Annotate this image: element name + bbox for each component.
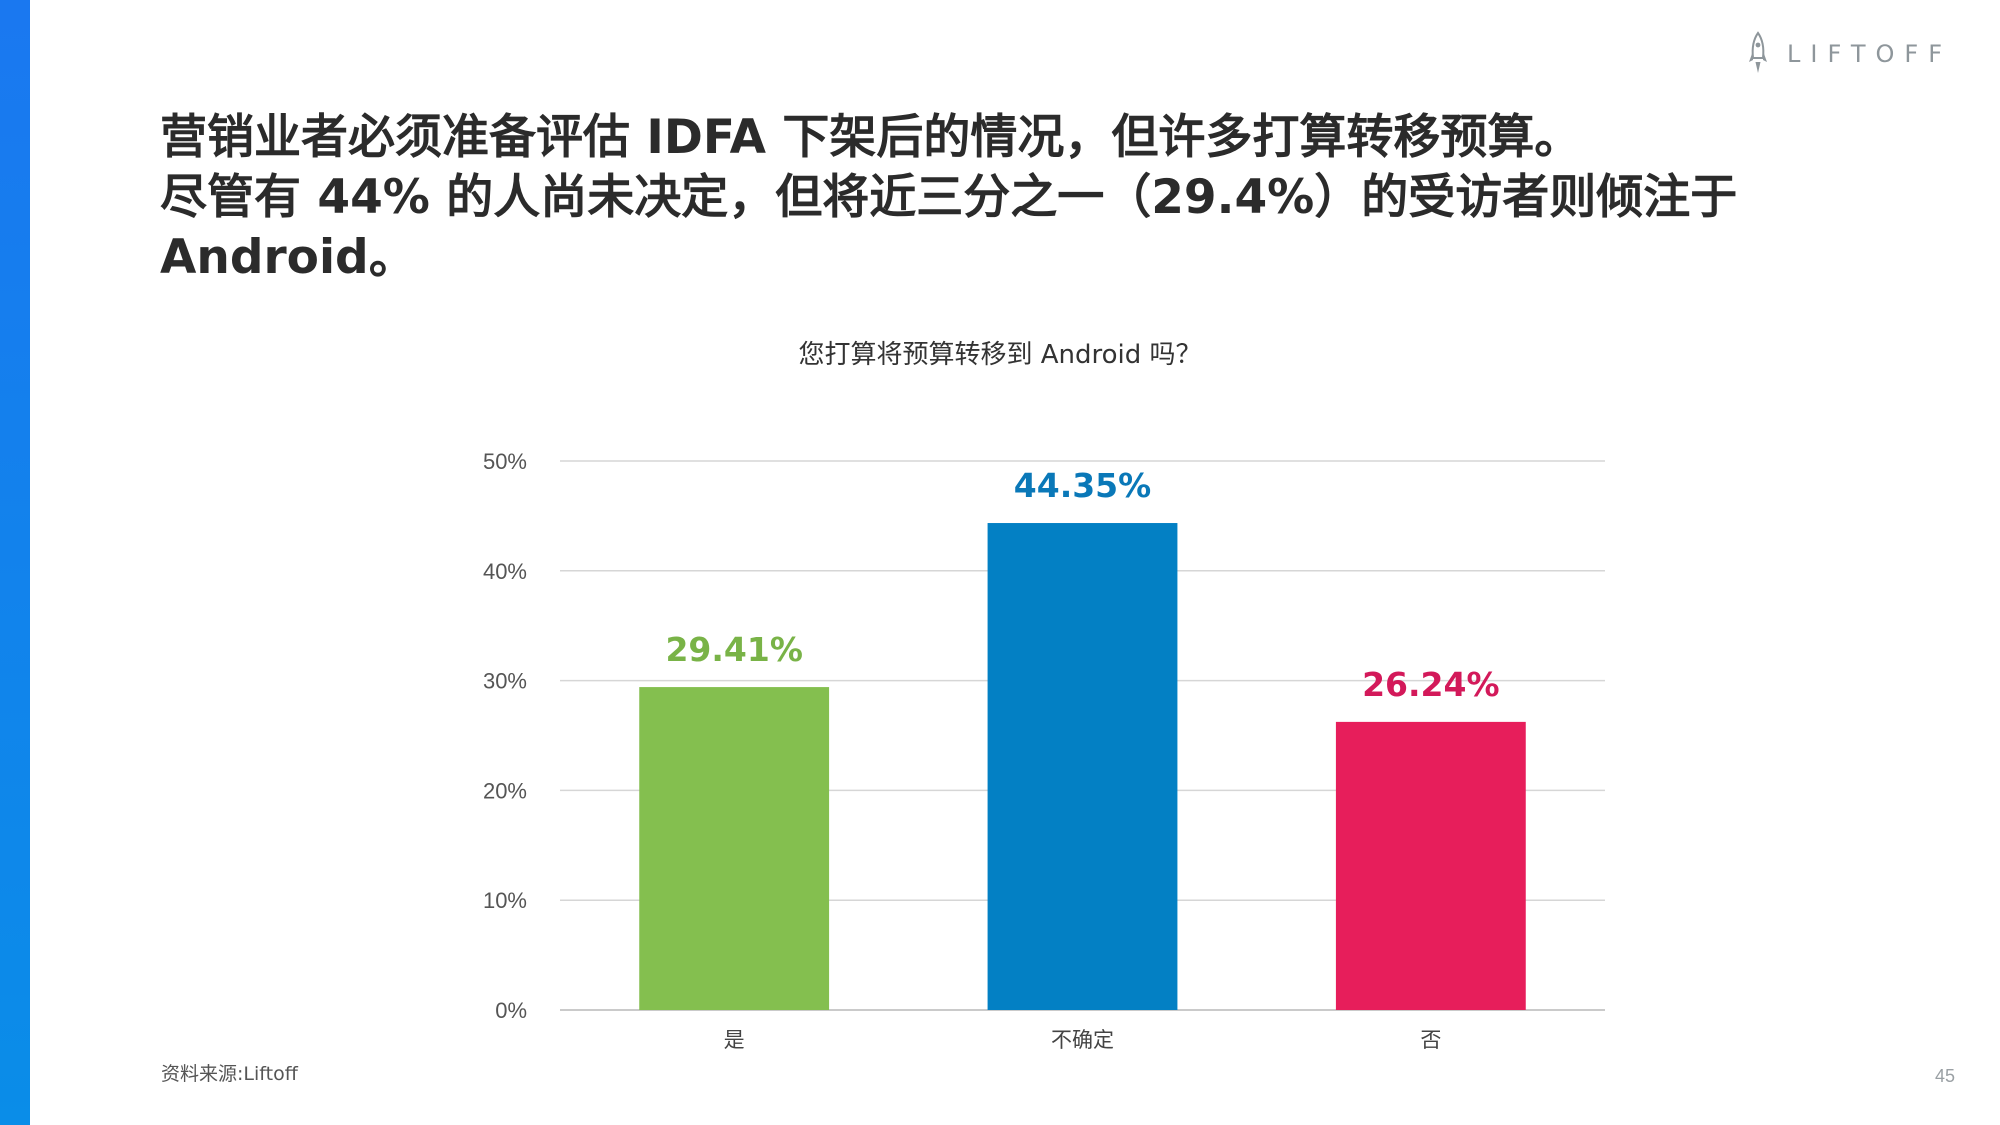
chart-title: 您打算将预算转移到 Android 吗？ — [798, 340, 1202, 370]
headline-line-3: Android。 — [160, 230, 416, 285]
x-category-label: 否 — [1420, 1028, 1441, 1052]
brand-logo: LIFTOFF — [1747, 28, 1952, 80]
y-tick-label: 10% — [483, 888, 527, 913]
rocket-icon — [1749, 31, 1767, 73]
page-number: 45 — [1934, 1066, 1955, 1086]
bar — [1335, 721, 1526, 1010]
left-accent-bar — [0, 0, 30, 1125]
x-category-label: 是 — [724, 1028, 745, 1052]
brand-name: LIFTOFF — [1787, 40, 1952, 68]
y-tick-label: 30% — [483, 669, 527, 694]
x-category-label: 不确定 — [1051, 1028, 1114, 1052]
bar — [639, 687, 830, 1010]
bar-value-label: 29.41% — [665, 630, 802, 669]
headline-line-2: 尽管有 44% 的人尚未决定，但将近三分之一（29.4%）的受访者则倾注于 — [160, 170, 1738, 225]
y-tick-label: 40% — [483, 559, 527, 584]
bar-value-label: 44.35% — [1014, 466, 1151, 505]
page-headline: 营销业者必须准备评估 IDFA 下架后的情况，但许多打算转移预算。 尽管有 44… — [160, 108, 1800, 288]
headline-line-1: 营销业者必须准备评估 IDFA 下架后的情况，但许多打算转移预算。 — [160, 110, 1582, 165]
y-tick-label: 50% — [483, 449, 527, 474]
y-tick-label: 0% — [495, 998, 527, 1023]
y-tick-label: 20% — [483, 778, 527, 803]
bar — [987, 523, 1178, 1010]
source-note: 资料来源:Liftoff — [161, 1063, 298, 1085]
bar-value-label: 26.24% — [1362, 665, 1499, 704]
